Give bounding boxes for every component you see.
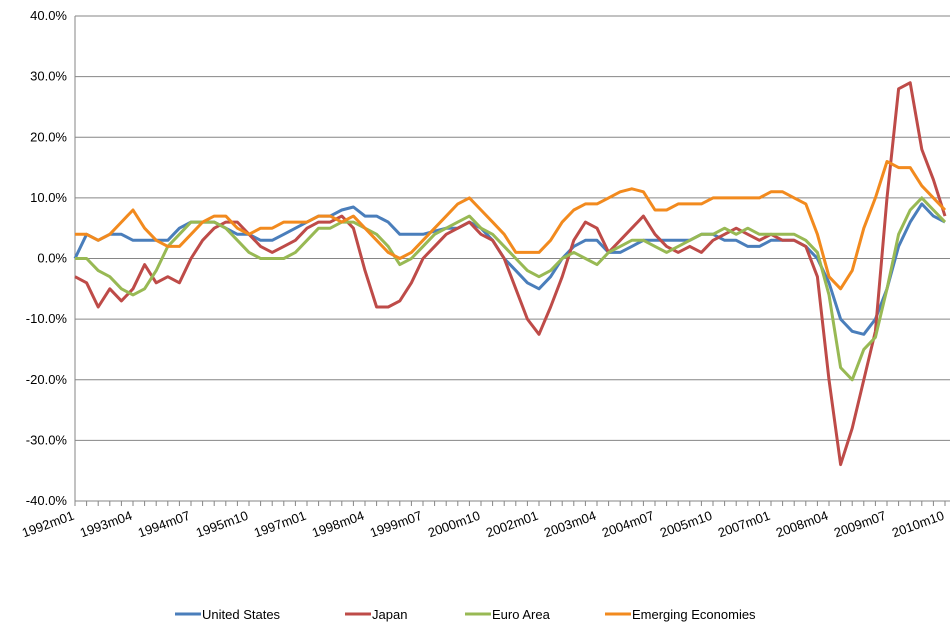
y-tick-label: 20.0% bbox=[30, 129, 67, 144]
series-line bbox=[74, 81, 947, 467]
x-tick-label: 2003m04 bbox=[542, 508, 598, 541]
x-tick-label: 2008m04 bbox=[774, 508, 830, 541]
x-tick-label: 2005m10 bbox=[658, 508, 714, 541]
y-tick-label: -20.0% bbox=[26, 372, 68, 387]
x-tick-label: 2009m07 bbox=[832, 508, 888, 541]
x-tick-label: 1995m10 bbox=[194, 508, 250, 541]
x-tick-label: 1994m07 bbox=[136, 508, 192, 541]
legend-label: Emerging Economies bbox=[632, 607, 756, 622]
legend-label: United States bbox=[202, 607, 281, 622]
y-tick-label: -10.0% bbox=[26, 311, 68, 326]
y-tick-label: -30.0% bbox=[26, 432, 68, 447]
x-tick-label: 2002m01 bbox=[484, 508, 540, 541]
x-tick-label: 2000m10 bbox=[426, 508, 482, 541]
x-tick-label: 2010m10 bbox=[890, 508, 946, 541]
x-tick-label: 1999m07 bbox=[368, 508, 424, 541]
y-tick-label: -40.0% bbox=[26, 493, 68, 508]
y-tick-label: 30.0% bbox=[30, 69, 67, 84]
x-tick-label: 1992m01 bbox=[20, 508, 76, 541]
x-tick-label: 1993m04 bbox=[78, 508, 134, 541]
x-tick-label: 1997m01 bbox=[252, 508, 308, 541]
y-tick-label: 40.0% bbox=[30, 8, 67, 23]
legend-label: Japan bbox=[372, 607, 407, 622]
y-tick-label: 10.0% bbox=[30, 190, 67, 205]
series-line bbox=[75, 160, 947, 291]
y-tick-label: 0.0% bbox=[37, 251, 67, 266]
x-tick-label: 1998m04 bbox=[310, 508, 366, 541]
series-line bbox=[75, 196, 947, 382]
x-tick-label: 2007m01 bbox=[716, 508, 772, 541]
x-tick-label: 2004m07 bbox=[600, 508, 656, 541]
legend-label: Euro Area bbox=[492, 607, 551, 622]
